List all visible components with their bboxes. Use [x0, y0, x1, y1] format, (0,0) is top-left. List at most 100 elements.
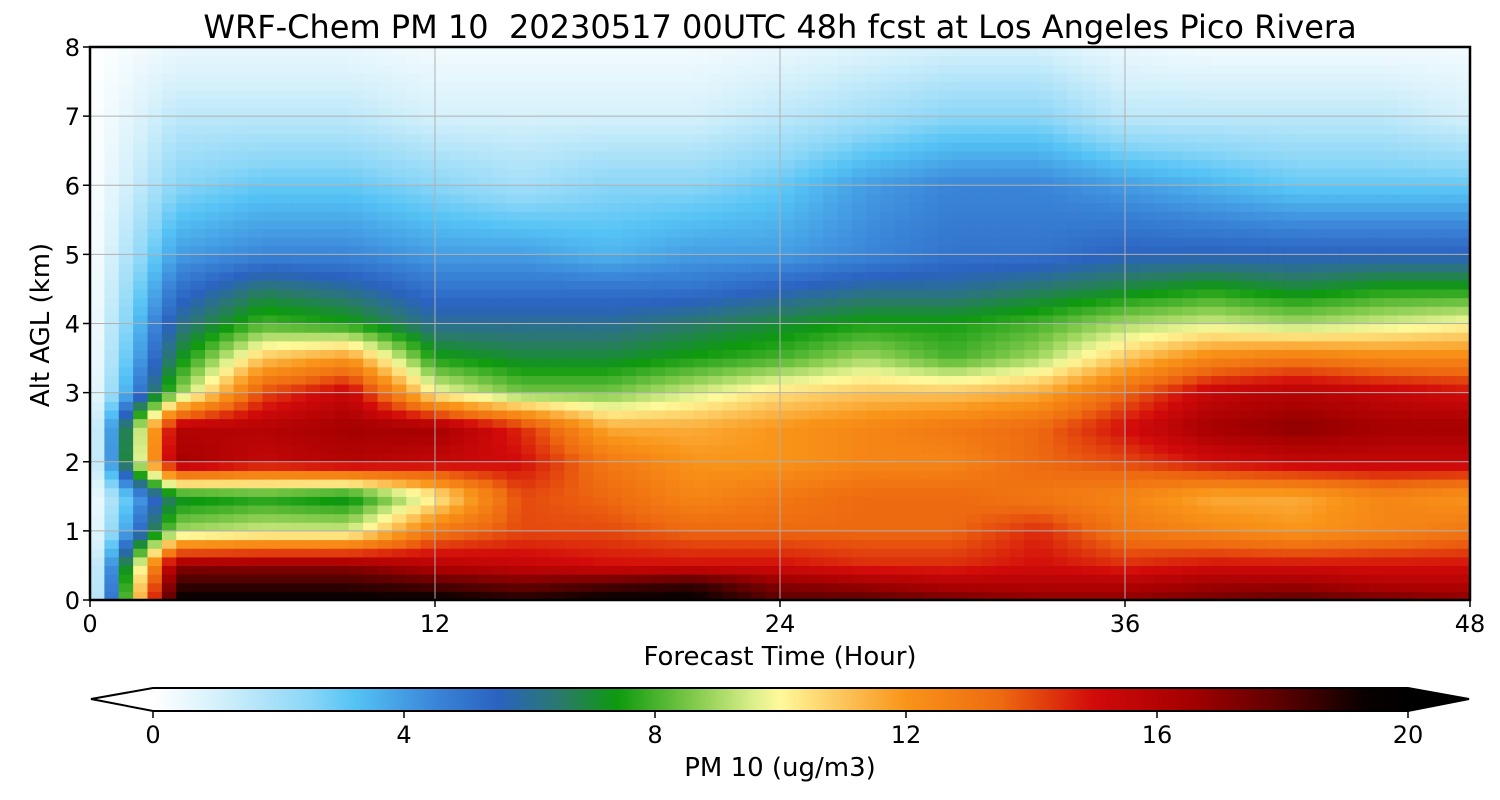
heatmap-cell	[1125, 340, 1140, 351]
heatmap-cell	[276, 297, 292, 307]
heatmap-cell	[636, 435, 652, 446]
heatmap-cell	[1455, 574, 1470, 584]
heatmap-cell	[1412, 574, 1428, 584]
heatmap-cell	[190, 332, 206, 342]
heatmap-cell	[665, 375, 680, 385]
heatmap-cell	[1081, 574, 1097, 584]
heatmap-cell	[1311, 522, 1327, 532]
heatmap-cell	[492, 427, 508, 437]
heatmap-cell	[823, 435, 839, 446]
heatmap-cell	[248, 280, 264, 290]
heatmap-cell	[780, 340, 795, 351]
heatmap-cell	[1412, 539, 1428, 549]
heatmap-cell	[1268, 297, 1284, 307]
heatmap-cell	[1153, 453, 1169, 463]
heatmap-cell	[1398, 245, 1414, 255]
heatmap-cell	[133, 556, 149, 567]
heatmap-cell	[995, 288, 1011, 299]
heatmap-cell	[693, 202, 709, 212]
heatmap-cell	[420, 375, 436, 385]
heatmap-cell	[233, 461, 249, 471]
heatmap-cell	[1254, 340, 1270, 351]
heatmap-cell	[593, 392, 609, 402]
heatmap-cell	[219, 522, 235, 532]
heatmap-cell	[909, 409, 925, 420]
heatmap-cell	[262, 271, 278, 281]
heatmap-cell	[1297, 574, 1313, 584]
heatmap-cell	[1268, 574, 1284, 584]
heatmap-cell	[1153, 401, 1169, 411]
heatmap-cell	[435, 548, 450, 558]
heatmap-cell	[133, 401, 149, 411]
heatmap-cell	[1024, 211, 1040, 221]
heatmap-cell	[348, 444, 364, 454]
heatmap-cell	[118, 453, 134, 463]
heatmap-cell	[1369, 522, 1385, 532]
heatmap-cell	[449, 167, 465, 178]
heatmap-cell	[506, 185, 522, 195]
heatmap-cell	[1139, 366, 1155, 376]
heatmap-cell	[851, 193, 867, 204]
heatmap-cell	[1311, 539, 1327, 549]
heatmap-cell	[1168, 513, 1184, 523]
heatmap-cell	[1412, 159, 1428, 169]
heatmap-cell	[952, 565, 968, 575]
heatmap-cell	[478, 340, 494, 351]
heatmap-cell	[708, 487, 724, 497]
heatmap-cell	[435, 565, 450, 575]
heatmap-cell	[190, 358, 206, 368]
heatmap-cell	[1441, 297, 1457, 307]
heatmap-cell	[262, 263, 278, 273]
heatmap-cell	[708, 496, 724, 506]
heatmap-cell	[521, 349, 537, 359]
heatmap-cell	[233, 453, 249, 463]
heatmap-cell	[1081, 375, 1097, 385]
heatmap-cell	[952, 314, 968, 325]
heatmap-cell	[320, 513, 335, 523]
heatmap-cell	[880, 297, 896, 307]
heatmap-cell	[1053, 349, 1069, 359]
heatmap-cell	[1067, 513, 1083, 523]
heatmap-cell	[435, 271, 450, 281]
heatmap-cell	[1211, 271, 1227, 281]
heatmap-cell	[995, 401, 1011, 411]
heatmap-cell	[765, 150, 781, 160]
heatmap-cell	[1455, 409, 1470, 420]
heatmap-cell	[593, 366, 609, 376]
heatmap-cell	[952, 340, 968, 351]
heatmap-cell	[233, 219, 249, 230]
heatmap-cell	[665, 496, 680, 506]
heatmap-cell	[262, 461, 278, 471]
heatmap-cell	[995, 228, 1011, 238]
heatmap-cell	[1110, 435, 1126, 446]
heatmap-cell	[794, 522, 810, 532]
heatmap-cell	[665, 349, 680, 359]
heatmap-cell	[880, 427, 896, 437]
heatmap-cell	[722, 271, 738, 281]
heatmap-cell	[966, 556, 982, 567]
heatmap-cell	[478, 176, 494, 186]
heatmap-cell	[1340, 409, 1356, 420]
heatmap-cell	[1254, 548, 1270, 558]
heatmap-cell	[1125, 453, 1140, 463]
heatmap-cell	[262, 383, 278, 394]
heatmap-cell	[1196, 461, 1212, 471]
heatmap-cell	[722, 444, 738, 454]
heatmap-cell	[823, 375, 839, 385]
heatmap-cell	[320, 479, 335, 489]
heatmap-cell	[1340, 375, 1356, 385]
heatmap-cell	[1081, 280, 1097, 290]
heatmap-cell	[1225, 522, 1241, 532]
heatmap-cell	[248, 383, 264, 394]
heatmap-cell	[420, 591, 436, 600]
heatmap-cell	[1053, 323, 1069, 333]
heatmap-cell	[1182, 530, 1198, 541]
heatmap-cell	[550, 418, 565, 428]
heatmap-cell	[521, 582, 537, 592]
heatmap-cell	[90, 314, 105, 325]
heatmap-cell	[1196, 263, 1212, 273]
heatmap-cell	[1139, 245, 1155, 255]
heatmap-cell	[1240, 565, 1255, 575]
heatmap-cell	[1024, 453, 1040, 463]
heatmap-cell	[909, 375, 925, 385]
